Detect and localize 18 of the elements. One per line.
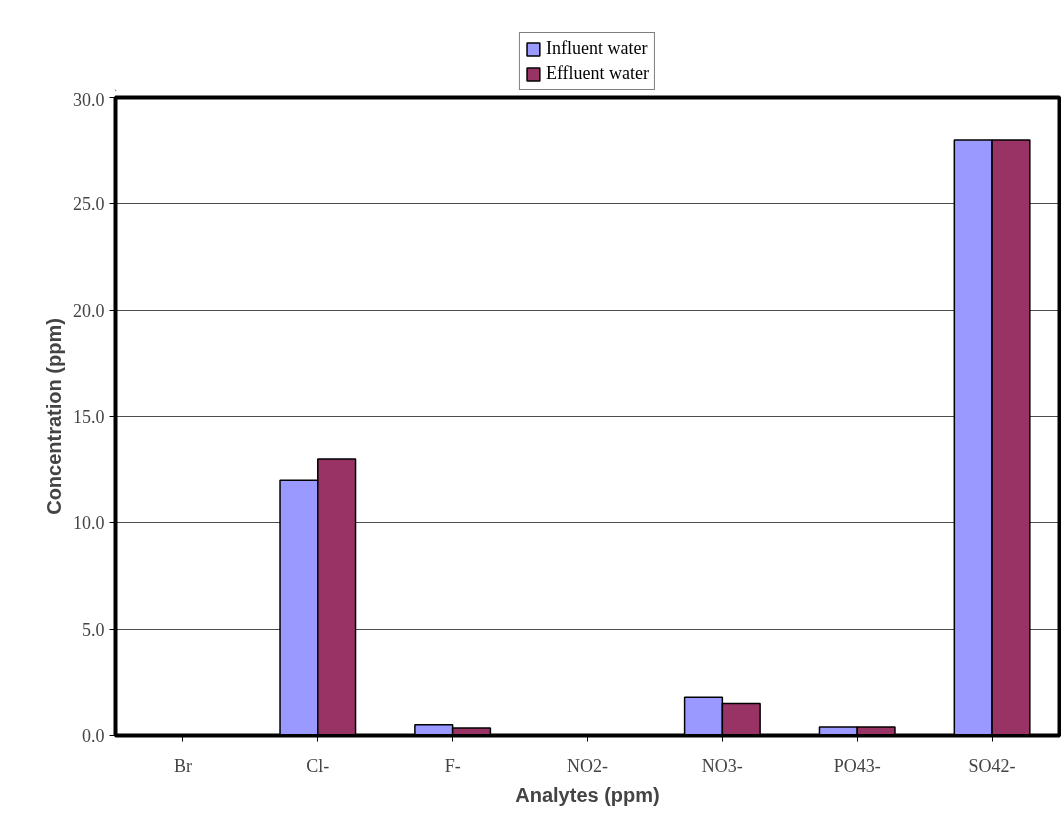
y-tick-label: 5.0 [82, 619, 105, 640]
x-tick-label: Br [173, 755, 192, 776]
x-tick-label: F- [444, 755, 461, 776]
x-tick-label: SO42- [968, 755, 1016, 776]
x-tick-label: NO2- [567, 755, 608, 776]
y-tick-label: 30.0 [73, 89, 105, 110]
y-tick-label: 15.0 [73, 407, 105, 427]
x-axis-title: Analytes (ppm) [515, 783, 660, 806]
x-tick-label: NO3- [701, 755, 743, 776]
x-tick-label: Cl- [306, 755, 330, 776]
legend-label: Effluent water [545, 63, 650, 84]
legend-label: Influent water [545, 38, 648, 59]
y-tick-label: 25.0 [73, 194, 105, 215]
y-tick-label: 0.0 [82, 726, 105, 746]
x-tick-label: PO43- [833, 755, 881, 776]
y-tick-label: 10.0 [73, 513, 105, 534]
y-tick-label: 20.0 [73, 300, 105, 321]
y-axis-title: Concentration (ppm) [43, 318, 65, 515]
